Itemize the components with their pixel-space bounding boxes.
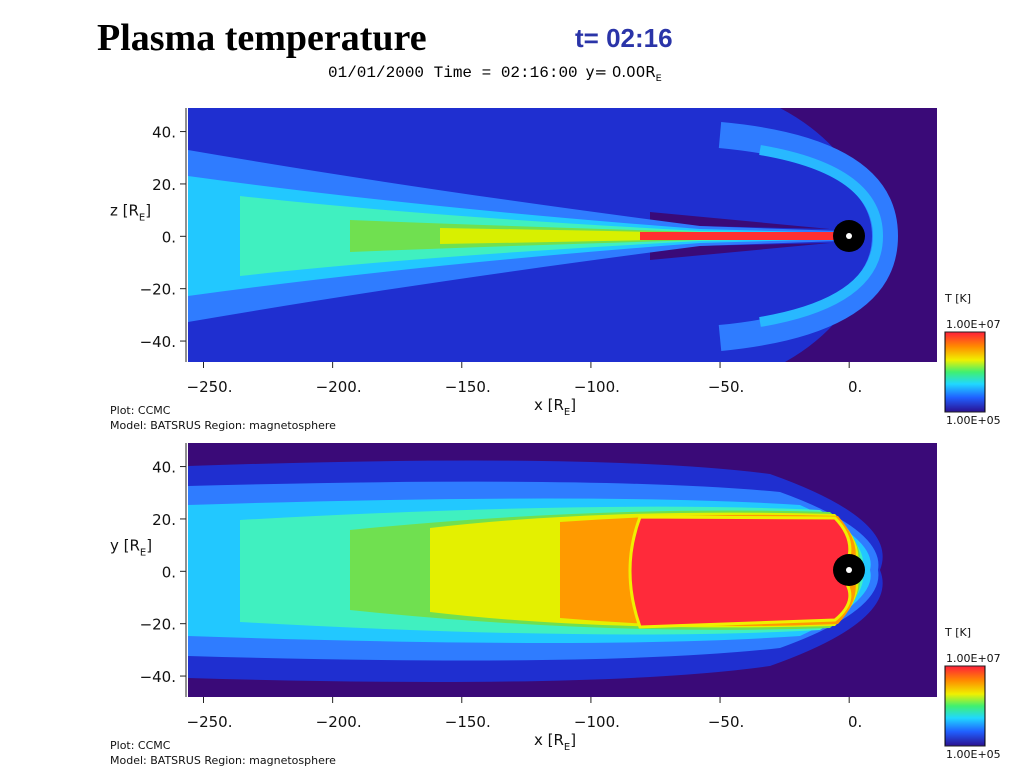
x-axis-label-text: x [R (534, 731, 564, 749)
x-axis-label-close: ] (570, 731, 576, 749)
x-tick-label: 0. (848, 713, 862, 731)
x-tick-label: −100. (574, 713, 620, 731)
footer: Model: BATSRUS Region: magnetosphere (110, 419, 336, 432)
colorbar (944, 331, 986, 413)
y-axis-label-sub: E (139, 212, 145, 223)
y-tick-label: −40. (140, 333, 176, 351)
x-tick-label: −250. (187, 378, 233, 396)
colorbar-tick-label: 1.00E+05 (946, 414, 1001, 427)
x-axis-label: x [RE] (534, 731, 576, 753)
y-tick-label: −20. (140, 616, 176, 634)
y-axis-label-close: ] (145, 201, 151, 219)
x-tick-label: −200. (316, 713, 362, 731)
header-coord-sub: E (656, 74, 662, 85)
y-axis-label-close: ] (146, 536, 152, 554)
field (188, 108, 937, 362)
x-axis-label-close: ] (570, 396, 576, 414)
y-tick-label: 20. (152, 511, 176, 529)
colorbar-title: T [K] (944, 626, 971, 639)
y-tick-label: 0. (162, 563, 176, 581)
y-tick-label: −20. (140, 281, 176, 299)
colorbar-tick-label: 1.00E+07 (946, 318, 1001, 331)
colorbar (944, 665, 986, 747)
y-axis-label-text: z [R (110, 201, 139, 219)
x-tick-label: −200. (316, 378, 362, 396)
x-tick-label: 0. (848, 378, 862, 396)
x-tick-label: −250. (187, 713, 233, 731)
y-tick-label: 40. (152, 459, 176, 477)
x-axis-label-sub: E (564, 407, 570, 418)
header-text: 01/01/2000 Time = 02:16:00 (328, 64, 578, 82)
footer: Plot: CCMC (110, 739, 171, 752)
x-axis-label-text: x [R (534, 396, 564, 414)
x-tick-label: −50. (708, 713, 744, 731)
y-tick-label: 20. (152, 176, 176, 194)
colorbar-tick-label: 1.00E+05 (946, 748, 1001, 761)
header: 01/01/2000 Time = 02:16:00 y= 0.00RE (328, 63, 662, 85)
x-tick-label: −100. (574, 378, 620, 396)
y-tick-label: 40. (152, 124, 176, 142)
y-axis-label-text: y [R (110, 536, 140, 554)
y-axis-label-sub: E (140, 547, 146, 558)
footer: Model: BATSRUS Region: magnetosphere (110, 754, 336, 767)
x-axis-label-sub: E (564, 742, 570, 753)
y-axis-label: z [RE] (110, 201, 151, 223)
x-tick-label: −150. (445, 378, 491, 396)
colorbar-title: T [K] (944, 292, 971, 305)
y-axis-label: y [RE] (110, 536, 152, 558)
x-tick-label: −50. (708, 378, 744, 396)
x-axis-label: x [RE] (534, 396, 576, 418)
header-coord: y= 0.00R (586, 63, 656, 81)
y-tick-label: −40. (140, 668, 176, 686)
y-tick-label: 0. (162, 228, 176, 246)
subtitle: t= 02:16 (575, 23, 673, 53)
field (188, 443, 937, 697)
x-tick-label: −150. (445, 713, 491, 731)
footer: Plot: CCMC (110, 404, 171, 417)
title: Plasma temperature (97, 17, 427, 59)
colorbar-tick-label: 1.00E+07 (946, 652, 1001, 665)
